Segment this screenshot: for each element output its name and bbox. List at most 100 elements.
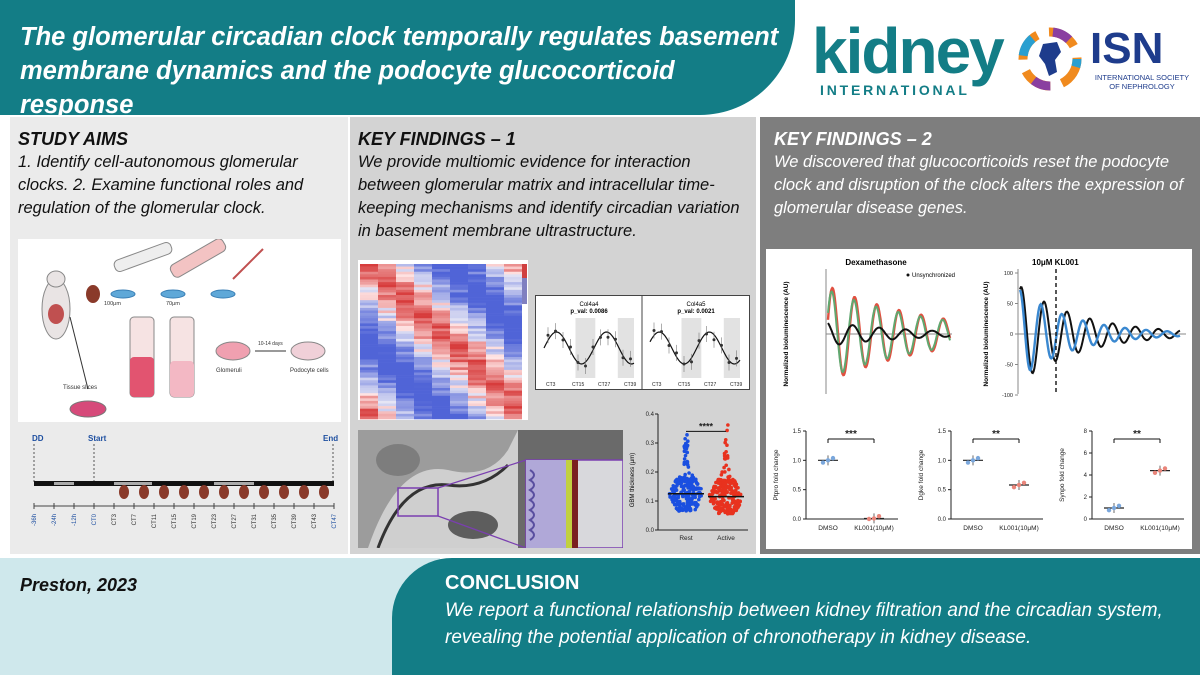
heatmap-cell — [378, 416, 396, 420]
heatmap-cell — [414, 274, 432, 278]
kidney-icon — [299, 485, 309, 499]
heatmap-cell — [360, 408, 378, 412]
heatmap-cell — [468, 282, 486, 285]
heatmap-cell — [360, 380, 378, 384]
heatmap-cell — [360, 388, 378, 391]
heatmap-cell — [486, 333, 504, 337]
heatmap-cell — [414, 375, 432, 378]
heatmap-cell — [360, 282, 378, 285]
heatmap-cell — [504, 338, 522, 342]
heatmap-cell — [504, 380, 522, 384]
heatmap-cell — [396, 408, 414, 412]
heatmap-cell — [396, 276, 414, 280]
heatmap-colorscale — [522, 264, 527, 278]
gbm-data-point — [736, 485, 740, 490]
heatmap-cell — [360, 269, 378, 273]
category-label: KL001(10μM) — [854, 525, 894, 532]
heatmap-cell — [432, 416, 450, 420]
footer-conclusion — [392, 558, 1200, 675]
heatmap-cell — [360, 276, 378, 280]
heatmap-cell — [396, 388, 414, 391]
heatmap-cell — [414, 408, 432, 412]
heatmap-cell — [468, 274, 486, 278]
heatmap-cell — [468, 333, 486, 337]
heatmap-cell — [396, 310, 414, 314]
heatmap-cell — [432, 398, 450, 402]
heatmap-cell — [450, 295, 468, 298]
heatmap-cell — [360, 333, 378, 337]
fold-change-ylabel: Ptpro fold change — [773, 449, 780, 500]
key-findings-2-text: We discovered that glucocorticoids reset… — [774, 153, 1184, 217]
heatmap-cell — [432, 333, 450, 337]
heatmap-cell — [414, 377, 432, 381]
y-tick-label: 0.5 — [793, 488, 802, 494]
heatmap-cell — [504, 292, 522, 296]
heatmap-colorscale — [522, 264, 527, 304]
gbm-data-point — [724, 449, 728, 454]
heatmap-cell — [378, 380, 396, 384]
data-point — [1011, 484, 1017, 490]
data-point — [614, 337, 617, 341]
heatmap-cell — [486, 364, 504, 368]
heatmap-cell — [450, 323, 468, 327]
heatmap-cell — [414, 333, 432, 337]
heatmap-cell — [432, 413, 450, 417]
heatmap-cell — [450, 307, 468, 311]
heatmap-cell — [432, 295, 450, 298]
gbm-ylabel: GBM thickness (μm) — [630, 453, 636, 507]
heatmap-cell — [432, 395, 450, 399]
heatmap-cell — [432, 354, 450, 358]
heatmap-cell — [486, 408, 504, 412]
heatmap-cell — [360, 406, 378, 409]
gbm-data-point — [689, 499, 694, 503]
heatmap-cell — [450, 313, 468, 316]
electron-micrograph-drawing — [358, 430, 624, 549]
heatmap-cell — [378, 375, 396, 378]
gbm-data-point — [728, 487, 732, 492]
heatmap-cell — [414, 305, 432, 309]
heatmap-cell — [396, 305, 414, 309]
heatmap-cell — [450, 297, 468, 301]
heatmap-cell — [450, 271, 468, 275]
heatmap-cell — [468, 369, 486, 373]
heatmap-cell — [450, 318, 468, 322]
page-title: The glomerular circadian clock temporall… — [20, 23, 779, 119]
heatmap-cell — [432, 264, 450, 267]
heatmap-cell — [450, 344, 468, 347]
heatmap-cell — [378, 346, 396, 350]
heatmap-cell — [378, 357, 396, 360]
gbm-data-point — [728, 478, 732, 483]
gbm-data-point — [687, 478, 691, 483]
heatmap-cell — [504, 318, 522, 322]
heatmap-cell — [360, 315, 378, 319]
heatmap-cell — [396, 351, 414, 355]
gbm-data-point — [687, 471, 691, 475]
heatmap-cell — [450, 390, 468, 394]
heatmap-cell — [450, 359, 468, 363]
heatmap-cell — [486, 313, 504, 316]
heatmap-cell — [432, 351, 450, 355]
fold-change-ylabel: Synpo fold change — [1059, 448, 1066, 502]
heatmap-cell — [378, 349, 396, 353]
collagen-rhythm-plots: Col4a4 p_val: 0.0086 Col4a5 p_val: 0.002… — [535, 295, 750, 390]
heatmap-cell — [486, 315, 504, 319]
gbm-data-point — [722, 454, 727, 458]
gbm-y-tick-label: 0.3 — [646, 441, 655, 447]
category-label: DMSO — [1104, 525, 1124, 532]
heatmap-cell — [360, 344, 378, 347]
heatmap-cell — [378, 398, 396, 402]
heatmap-cell — [414, 398, 432, 402]
heatmap-cell — [450, 400, 468, 404]
heatmap-cell — [468, 398, 486, 402]
heatmap-cell — [378, 406, 396, 409]
heatmap-cell — [378, 276, 396, 280]
heatmap-cell — [396, 357, 414, 360]
heatmap-cell — [414, 362, 432, 366]
data-point — [561, 338, 565, 342]
heatmap-cell — [396, 398, 414, 402]
heatmap-cell — [360, 279, 378, 283]
gbm-data-point — [727, 467, 731, 472]
heatmap-cell — [360, 398, 378, 402]
heatmap-cell — [450, 274, 468, 278]
heatmap-cell — [486, 416, 504, 420]
